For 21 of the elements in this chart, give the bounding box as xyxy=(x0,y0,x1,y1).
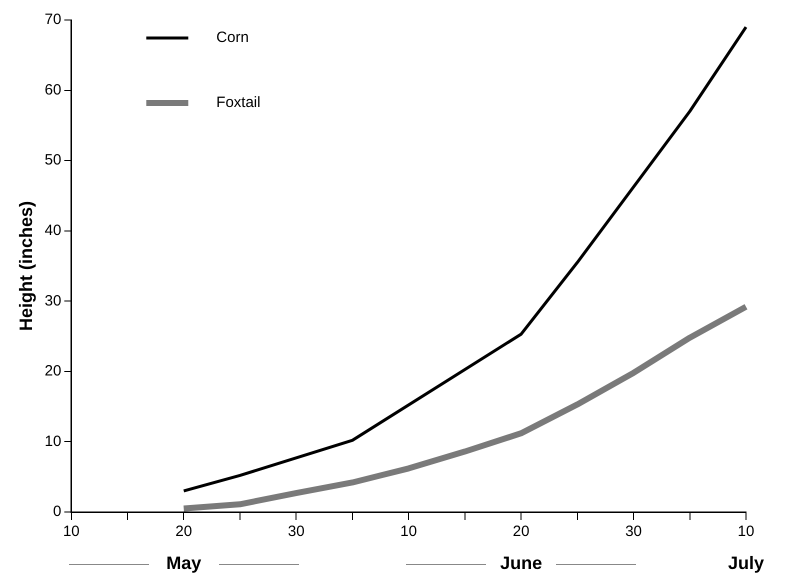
x-tick-label: 10 xyxy=(738,523,754,540)
y-tick-label: 70 xyxy=(44,11,62,28)
y-tick-label: 10 xyxy=(44,432,62,450)
text: July xyxy=(726,553,766,574)
y-axis-title: Height (inches) xyxy=(16,200,36,332)
x-tick-label: 10 xyxy=(400,523,417,540)
y-tick-label: 20 xyxy=(44,362,62,380)
x-tick-label: 30 xyxy=(625,523,642,540)
legend-label: Foxtail xyxy=(216,94,260,112)
x-tick-label: 20 xyxy=(512,523,530,540)
x-tick-label: 10 xyxy=(62,523,80,540)
x-tick-label: 30 xyxy=(288,523,305,540)
y-tick-label: 30 xyxy=(44,292,62,310)
text: May xyxy=(165,553,202,574)
x-tick-label: 20 xyxy=(175,523,192,540)
y-tick-label: 40 xyxy=(44,222,62,239)
legend-label: Corn xyxy=(216,29,249,46)
text: June xyxy=(499,553,544,574)
y-tick-label: 60 xyxy=(44,81,62,98)
y-tick-label: 50 xyxy=(44,152,62,169)
y-tick-label: 0 xyxy=(52,503,62,520)
